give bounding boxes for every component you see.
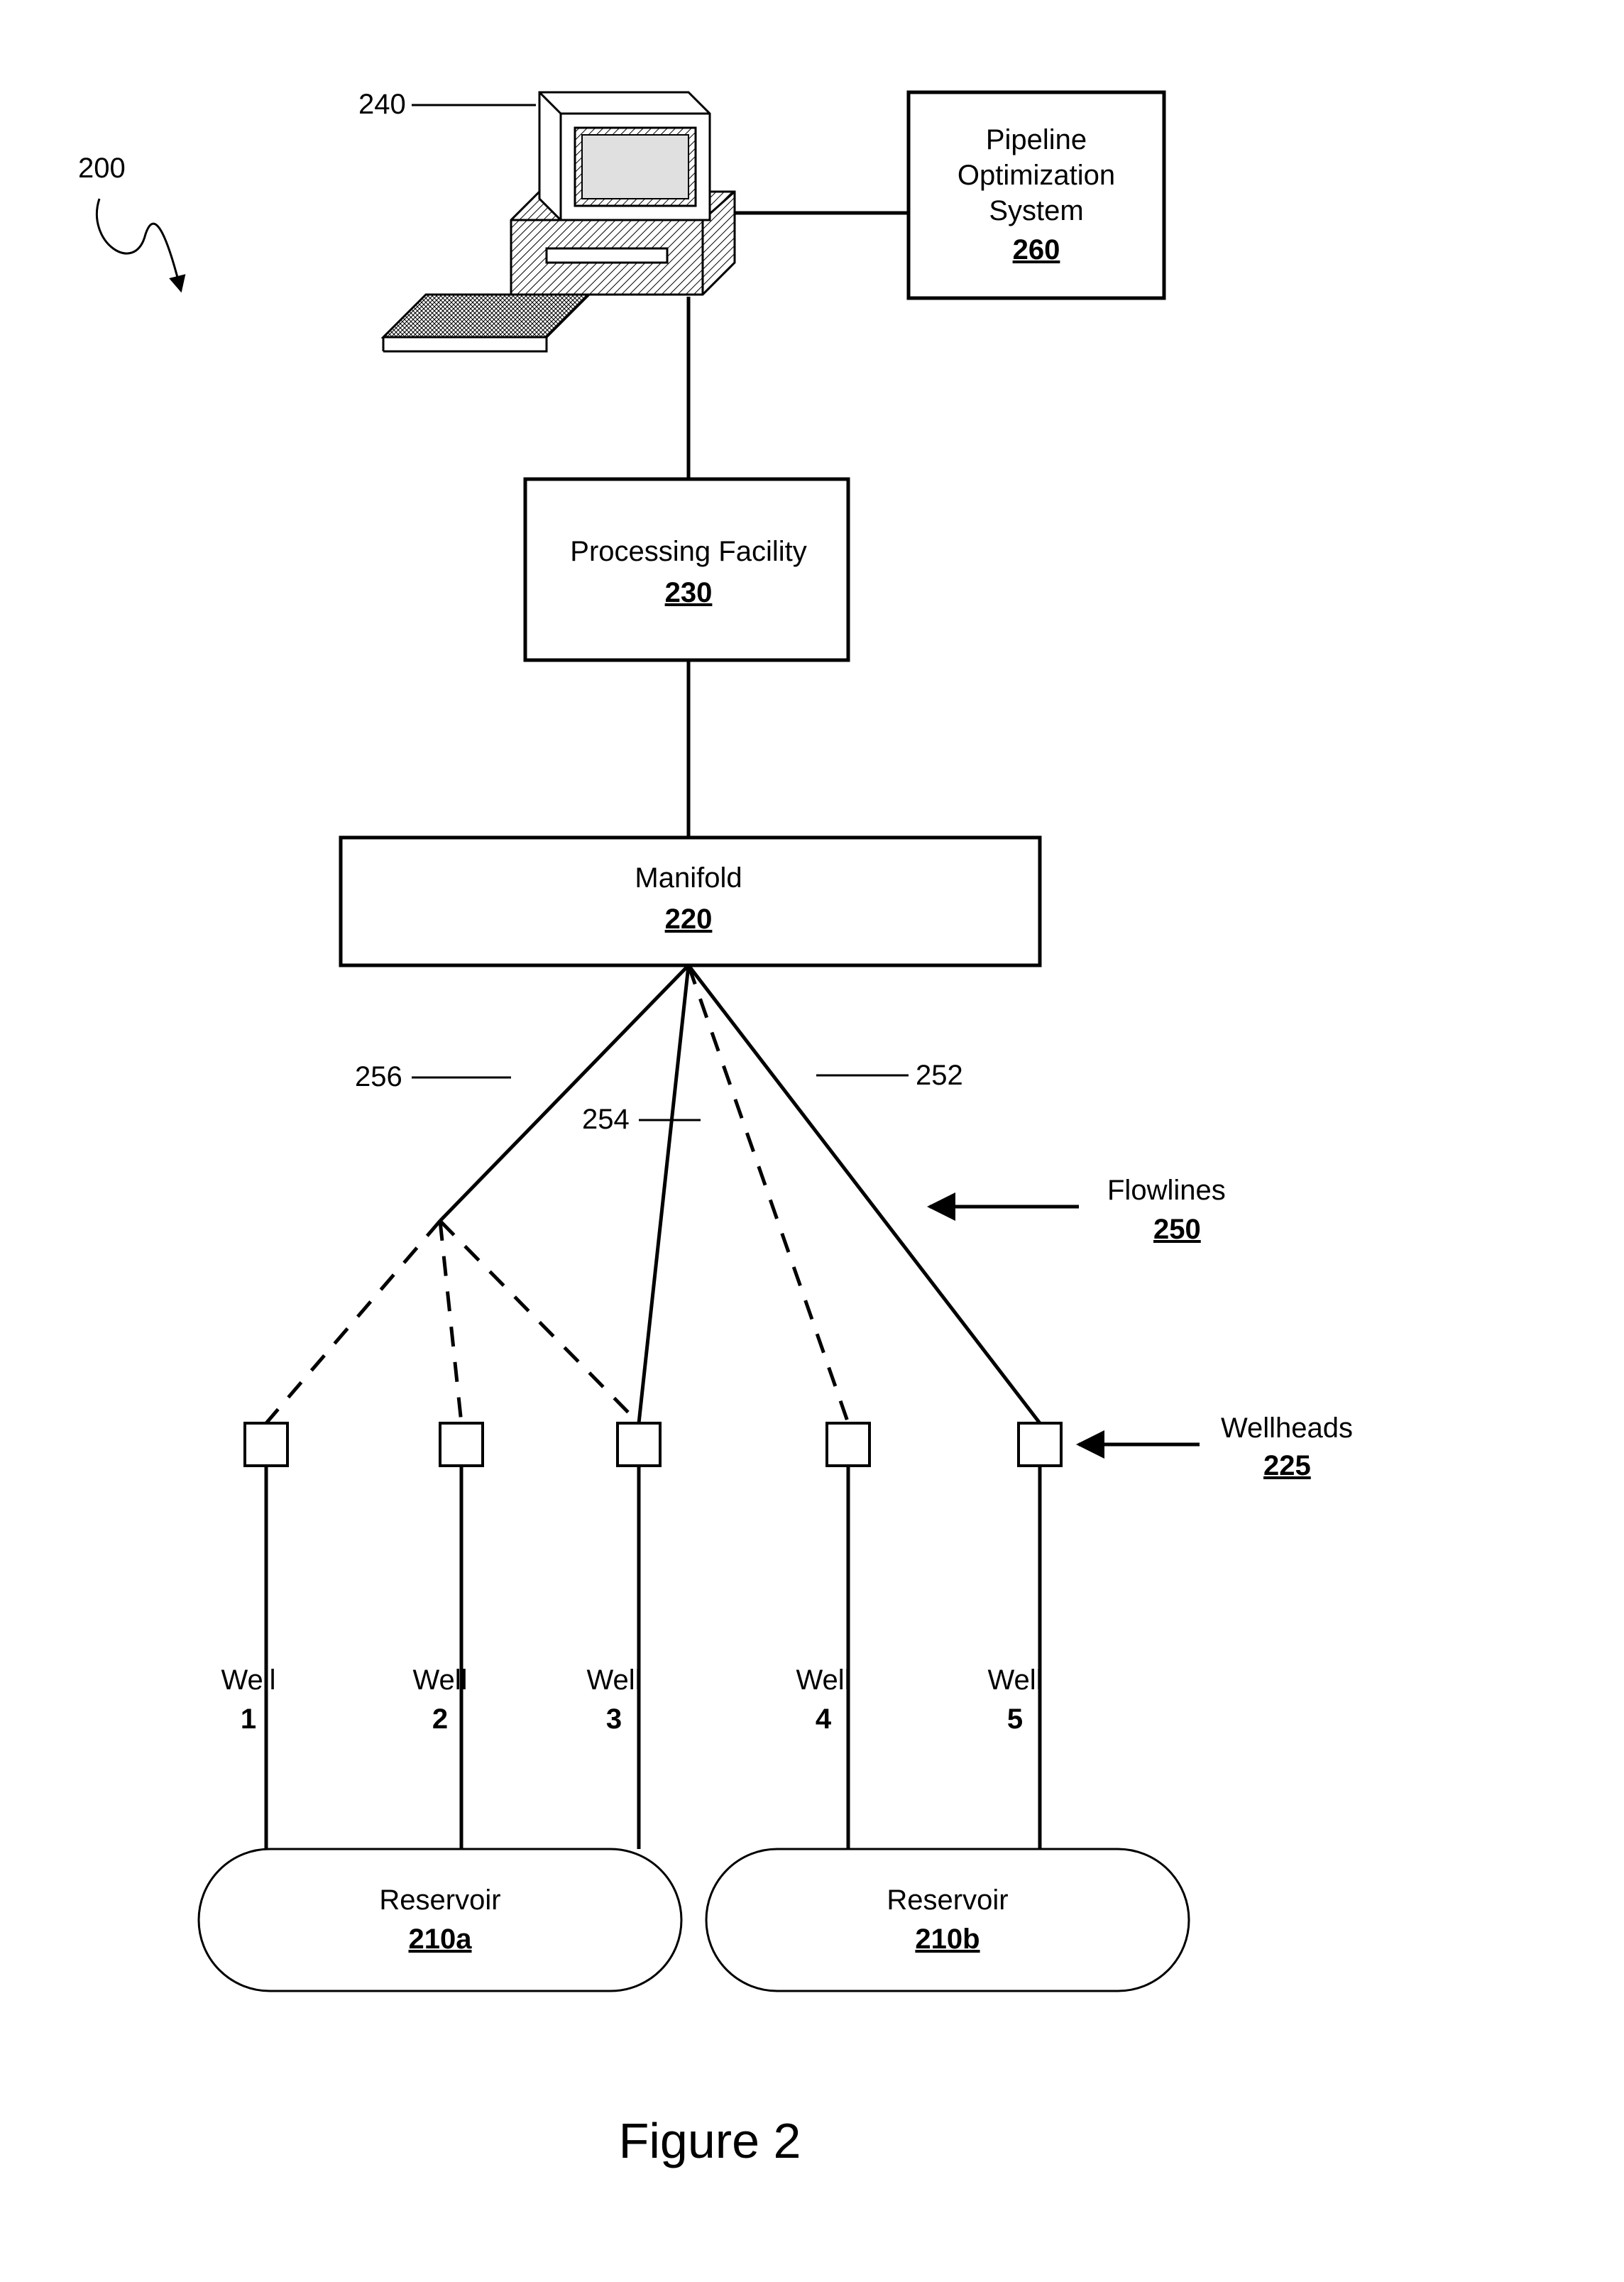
wellheads-ref: 225 [1263, 1450, 1311, 1481]
flowlines-ref: 250 [1153, 1214, 1201, 1245]
wellhead-5 [1019, 1423, 1061, 1466]
ref-254-label: 254 [582, 1104, 630, 1135]
flowline-dash-2 [440, 1221, 461, 1423]
well-labels: Well 1 Well 2 Well 3 Well 4 Well 5 [221, 1664, 1042, 1735]
ref-256-label: 256 [355, 1061, 402, 1092]
well-1-top: Well [221, 1664, 275, 1696]
ref-240-label: 240 [358, 89, 406, 120]
ref-200: 200 [78, 153, 181, 291]
ref-256: 256 [355, 1061, 511, 1092]
wellheads [245, 1423, 1061, 1466]
processing-box: Processing Facility 230 [525, 479, 848, 660]
flowline-dash-3 [440, 1221, 639, 1423]
ref-254: 254 [582, 1104, 701, 1135]
reservoir-a-ref: 210a [409, 1924, 473, 1955]
well-3-top: Well [586, 1664, 641, 1696]
well-5-top: Well [987, 1664, 1042, 1696]
ref-200-label: 200 [78, 153, 126, 184]
pipeline-box: Pipeline Optimization System 260 [909, 92, 1164, 298]
wellhead-4 [827, 1423, 869, 1466]
manifold-box: Manifold 220 [341, 838, 1040, 965]
reservoir-b-label: Reservoir [887, 1885, 1008, 1916]
pipeline-line1: Pipeline [986, 124, 1087, 155]
computer-icon [383, 92, 735, 351]
manifold-ref: 220 [665, 904, 713, 935]
reservoir-a-label: Reservoir [379, 1885, 500, 1916]
flowline-dash-1 [266, 1221, 440, 1423]
flowlines-label: Flowlines [1107, 1175, 1226, 1206]
well-5-num: 5 [1007, 1704, 1023, 1735]
ref-252-label: 252 [916, 1060, 963, 1091]
flowlines-annot: Flowlines 250 [930, 1175, 1226, 1245]
processing-ref: 230 [665, 577, 713, 608]
well-2-num: 2 [432, 1704, 448, 1735]
pipeline-line2: Optimization [958, 160, 1115, 191]
ref-252: 252 [816, 1060, 963, 1091]
flowline-256-solid [440, 965, 688, 1221]
ref-240: 240 [358, 89, 536, 120]
wellhead-2 [440, 1423, 483, 1466]
wellheads-annot: Wellheads 225 [1079, 1412, 1353, 1481]
well-4-num: 4 [816, 1704, 832, 1735]
pipeline-ref: 260 [1013, 234, 1060, 265]
processing-line1: Processing Facility [570, 536, 806, 567]
wellhead-1 [245, 1423, 287, 1466]
flowline-254-solid [639, 965, 688, 1423]
well-1-num: 1 [241, 1704, 256, 1735]
wellheads-label: Wellheads [1221, 1412, 1353, 1444]
well-2-top: Well [412, 1664, 467, 1696]
flowline-252-solid [688, 965, 1040, 1423]
pipeline-line3: System [989, 195, 1083, 226]
well-4-top: Well [796, 1664, 850, 1696]
figure-title: Figure 2 [619, 2113, 801, 2168]
reservoir-b: Reservoir 210b [706, 1849, 1189, 1991]
wellhead-3 [618, 1423, 660, 1466]
reservoir-b-ref: 210b [915, 1924, 980, 1955]
reservoir-a: Reservoir 210a [199, 1849, 681, 1991]
well-3-num: 3 [606, 1704, 622, 1735]
flowline-dash-4 [688, 965, 848, 1423]
manifold-line1: Manifold [635, 862, 742, 894]
